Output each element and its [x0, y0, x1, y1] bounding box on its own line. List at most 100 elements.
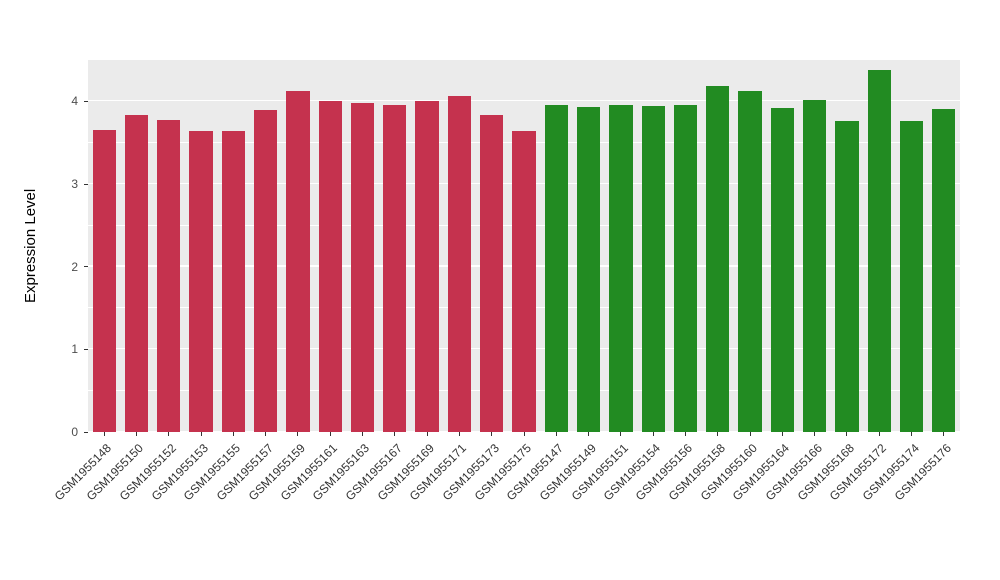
bar-GSM1955164 — [770, 107, 794, 432]
bar-slot — [88, 60, 120, 432]
x-label-slot: GSM1955153 — [149, 438, 217, 573]
x-tick-mark — [555, 432, 557, 436]
bar-GSM1955158 — [706, 86, 730, 432]
bar-slot — [217, 60, 249, 432]
bar-slot — [314, 60, 346, 432]
bar-GSM1955149 — [576, 107, 601, 432]
x-label-slot: GSM1955151 — [569, 438, 637, 573]
x-label-slot: GSM1955155 — [181, 438, 249, 573]
bar-GSM1955147 — [544, 105, 568, 432]
x-axis-labels: GSM1955148 GSM1955150 GSM1955152 GSM1955153… — [52, 438, 960, 573]
x-label-slot: GSM1955152 — [116, 438, 185, 573]
bar-GSM1955148 — [92, 130, 116, 432]
bar-GSM1955174 — [899, 121, 924, 432]
x-label-slot: GSM1955158 — [665, 438, 734, 573]
x-tick-mark — [200, 432, 202, 436]
bar-slot — [702, 60, 734, 432]
x-tick-mark — [265, 432, 267, 436]
bar-slot — [282, 60, 314, 432]
x-axis-ticks — [88, 432, 960, 436]
bar-GSM1955154 — [641, 106, 665, 432]
x-label-slot: GSM1955166 — [762, 438, 831, 573]
bar-slot — [249, 60, 281, 432]
x-tick-mark — [168, 432, 170, 436]
bar-GSM1955155 — [221, 131, 245, 432]
y-tick-label: 1 — [71, 342, 78, 357]
x-label-slot: GSM1955172 — [827, 438, 895, 573]
y-tick-mark — [84, 100, 88, 102]
bar-slot — [572, 60, 604, 432]
bar-slot — [928, 60, 960, 432]
x-label-slot: GSM1955169 — [375, 438, 443, 573]
bar-slot — [669, 60, 701, 432]
x-label-slot: GSM1955167 — [342, 438, 411, 573]
x-tick-mark — [846, 432, 848, 436]
y-tick-mark — [84, 348, 88, 350]
bar-GSM1955169 — [415, 100, 439, 432]
x-label-slot: GSM1955156 — [633, 438, 701, 573]
x-label-slot: GSM1955154 — [601, 438, 669, 573]
x-label-slot: GSM1955149 — [536, 438, 604, 573]
y-tick-label: 0 — [71, 425, 78, 439]
minor-gridline — [88, 59, 960, 60]
x-tick-mark — [684, 432, 686, 436]
bar-GSM1955152 — [157, 120, 181, 432]
x-tick-mark — [878, 432, 880, 436]
x-tick-mark — [717, 432, 719, 436]
bar-GSM1955157 — [254, 109, 278, 432]
x-tick-mark — [426, 432, 428, 436]
x-label-slot: GSM1955174 — [859, 438, 927, 573]
y-tick-label: 4 — [71, 94, 78, 109]
x-tick-mark — [620, 432, 622, 436]
bar-slot — [831, 60, 863, 432]
bar-slot — [476, 60, 508, 432]
x-tick-mark — [232, 432, 234, 436]
bar-slot — [895, 60, 927, 432]
x-tick-mark — [103, 432, 105, 436]
bar-GSM1955156 — [673, 104, 698, 432]
x-label-slot: GSM1955147 — [504, 438, 572, 573]
x-label-slot: GSM1955168 — [795, 438, 863, 573]
bar-GSM1955171 — [447, 95, 472, 432]
bar-slot — [379, 60, 411, 432]
bar-slot — [863, 60, 895, 432]
x-label-slot: GSM1955175 — [472, 438, 540, 573]
x-label-slot: GSM1955148 — [52, 438, 120, 573]
bar-slot — [734, 60, 766, 432]
bar-GSM1955168 — [835, 121, 859, 432]
x-tick-mark — [911, 432, 913, 436]
y-axis-ticks: 0 1 2 3 4 — [0, 60, 88, 439]
bar-slot — [508, 60, 540, 432]
x-label-slot: GSM1955171 — [407, 438, 475, 573]
bar-GSM1955151 — [609, 105, 633, 432]
y-tick-mark — [84, 183, 88, 185]
x-tick-mark — [297, 432, 299, 436]
x-label-slot: GSM1955161 — [278, 438, 346, 573]
bar-slot — [605, 60, 637, 432]
x-tick-mark — [814, 432, 816, 436]
x-tick-mark — [491, 432, 493, 436]
x-label-slot: GSM1955164 — [730, 438, 798, 573]
x-tick-mark — [781, 432, 783, 436]
bar-slot — [637, 60, 669, 432]
x-tick-mark — [329, 432, 331, 436]
bar-GSM1955173 — [480, 114, 504, 432]
x-tick-mark — [943, 432, 945, 436]
bar-GSM1955163 — [350, 103, 375, 432]
y-tick-mark — [84, 266, 88, 268]
y-tick-label: 2 — [71, 259, 78, 274]
x-tick-mark — [394, 432, 396, 436]
bar-GSM1955150 — [124, 115, 149, 432]
x-label-slot: GSM1955163 — [310, 438, 378, 573]
bar-slot — [411, 60, 443, 432]
x-tick-mark — [588, 432, 590, 436]
y-tick-label: 3 — [71, 177, 78, 191]
x-label-slot: GSM1955159 — [246, 438, 314, 573]
plot-panel — [88, 59, 960, 432]
bars — [88, 60, 960, 432]
x-tick-mark — [458, 432, 460, 436]
bar-slot — [185, 60, 217, 432]
bar-GSM1955172 — [867, 69, 891, 432]
x-label-slot: GSM1955176 — [892, 438, 960, 573]
major-gridline — [88, 99, 960, 102]
